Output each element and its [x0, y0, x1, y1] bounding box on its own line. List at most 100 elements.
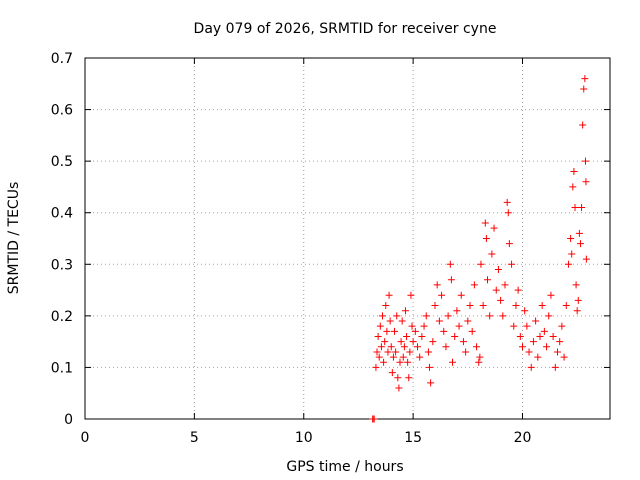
data-point	[464, 317, 472, 325]
data-point	[571, 204, 579, 212]
data-point	[580, 85, 588, 93]
data-point	[381, 338, 389, 346]
y-axis-label: SRMTID / TECUs	[6, 182, 22, 295]
data-point	[375, 353, 383, 361]
data-point	[473, 343, 481, 351]
y-tick-label: 0.3	[51, 257, 73, 273]
data-point	[398, 317, 406, 325]
data-point	[411, 327, 419, 335]
data-point	[547, 291, 555, 299]
y-tick-label: 0.7	[51, 51, 73, 67]
data-point	[569, 183, 577, 191]
data-point	[386, 317, 394, 325]
data-point	[560, 353, 568, 361]
data-point	[525, 348, 533, 356]
data-points	[369, 75, 590, 423]
data-point	[446, 260, 454, 268]
data-point	[570, 167, 578, 175]
data-point	[391, 327, 399, 335]
data-point	[543, 343, 551, 351]
data-point	[424, 348, 432, 356]
data-point	[374, 332, 382, 340]
data-point	[488, 250, 496, 258]
data-point	[504, 209, 512, 217]
data-point	[468, 327, 476, 335]
y-tick-label: 0.6	[51, 103, 73, 119]
data-point	[389, 353, 397, 361]
data-point	[384, 348, 392, 356]
y-tick-label: 0.1	[51, 360, 73, 376]
data-point	[388, 369, 396, 377]
data-point	[427, 379, 435, 387]
data-point	[455, 322, 463, 330]
x-axis: 0 5 10 15 20	[81, 58, 532, 446]
data-point	[556, 338, 564, 346]
data-point	[554, 348, 561, 356]
data-point	[383, 327, 391, 335]
data-point	[540, 327, 548, 335]
x-tick-label: 0	[81, 430, 90, 446]
data-point	[497, 296, 505, 304]
data-point	[370, 415, 378, 423]
data-point	[403, 332, 411, 340]
data-point	[408, 322, 416, 330]
data-point	[393, 312, 401, 320]
data-point	[481, 219, 489, 227]
data-point	[409, 338, 417, 346]
data-point	[453, 307, 461, 315]
data-point	[516, 332, 524, 340]
data-point	[399, 353, 407, 361]
data-point	[477, 260, 485, 268]
data-point	[523, 322, 531, 330]
data-point	[466, 302, 474, 310]
data-point	[576, 240, 584, 248]
data-point	[534, 353, 542, 361]
data-point	[387, 343, 395, 351]
data-point	[579, 121, 587, 129]
data-point	[395, 384, 403, 392]
data-point	[562, 302, 570, 310]
data-point	[508, 260, 516, 268]
data-point	[538, 302, 546, 310]
data-point	[470, 281, 478, 289]
data-point	[405, 374, 413, 382]
data-point	[426, 363, 434, 371]
data-point	[451, 332, 459, 340]
x-tick-label: 20	[514, 430, 532, 446]
data-point	[475, 358, 483, 366]
data-point	[529, 338, 537, 346]
y-tick-label: 0	[64, 412, 73, 428]
data-point	[575, 229, 583, 237]
data-point	[422, 312, 430, 320]
data-point	[420, 322, 428, 330]
data-point	[440, 327, 448, 335]
data-point	[512, 302, 520, 310]
data-point	[404, 358, 412, 366]
data-point	[416, 353, 424, 361]
data-point	[457, 291, 465, 299]
data-point	[429, 338, 437, 346]
y-tick-label: 0.4	[51, 206, 73, 222]
data-point	[406, 348, 414, 356]
data-point	[582, 255, 590, 263]
data-point	[572, 281, 580, 289]
data-point	[503, 198, 511, 206]
data-point	[396, 358, 404, 366]
x-tick-label: 15	[404, 430, 422, 446]
data-point	[484, 276, 491, 284]
data-point	[414, 343, 421, 351]
data-point	[549, 332, 557, 340]
data-point	[564, 260, 572, 268]
data-point	[551, 363, 559, 371]
data-point	[482, 235, 490, 242]
data-point	[447, 276, 455, 284]
data-point	[459, 338, 467, 346]
data-point	[394, 374, 402, 382]
data-point	[400, 343, 408, 351]
data-point	[418, 332, 426, 340]
data-point	[514, 286, 522, 294]
y-tick-label: 0.5	[51, 154, 73, 170]
data-point	[581, 75, 589, 83]
data-point	[449, 358, 456, 366]
